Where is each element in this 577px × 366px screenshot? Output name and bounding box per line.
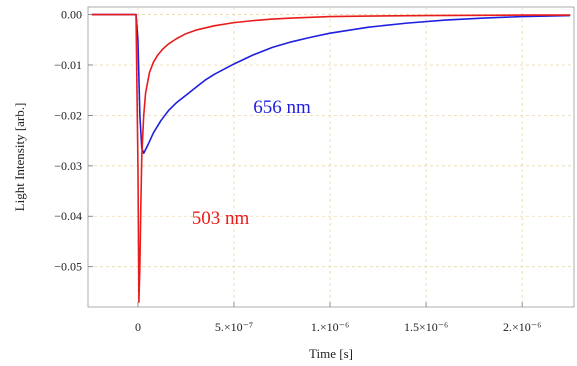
series-line-1	[91, 13, 571, 303]
series-line-0	[91, 13, 571, 155]
x-tick-label: 1.5×10⁻⁶	[404, 320, 448, 334]
y-tick-label: 0.00	[61, 8, 82, 22]
x-tick-label: 2.×10⁻⁶	[503, 320, 541, 334]
series-annotation: 656 nm	[253, 97, 311, 118]
y-tick-label: −0.03	[54, 159, 82, 173]
annotations: 656 nm 503 nm	[192, 97, 311, 229]
x-tick-label: 1.×10⁻⁶	[311, 320, 349, 334]
y-tick-label: −0.01	[54, 58, 82, 72]
series-annotation: 503 nm	[192, 208, 250, 229]
x-axis-ticks: 0 5.×10⁻⁷ 1.×10⁻⁶ 1.5×10⁻⁶ 2.×10⁻⁶	[135, 302, 541, 334]
y-axis-ticks: 0.00 −0.01 −0.02 −0.03 −0.04 −0.05	[54, 8, 93, 274]
y-tick-label: −0.05	[54, 260, 82, 274]
plot-frame	[87, 6, 575, 308]
y-tick-label: −0.04	[54, 209, 82, 223]
x-axis-title: Time [s]	[309, 346, 353, 361]
y-tick-label: −0.02	[54, 108, 82, 122]
x-tick-label: 5.×10⁻⁷	[215, 320, 253, 334]
y-axis-title: Light Intensity [arb.]	[12, 103, 27, 212]
series-layer	[91, 13, 571, 303]
x-tick-label: 0	[135, 320, 141, 334]
